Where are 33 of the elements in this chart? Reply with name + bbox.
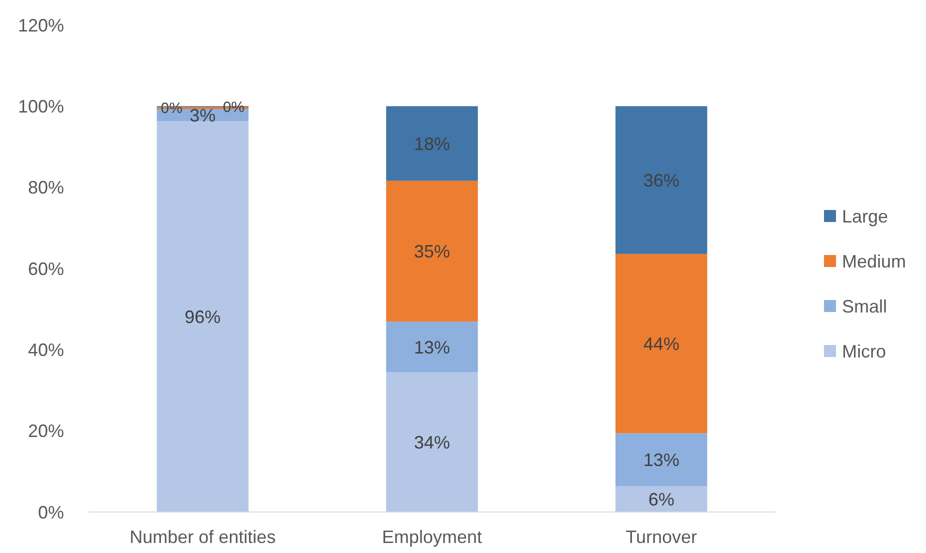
bar (615, 486, 708, 512)
x-tick-label: Employment (382, 527, 482, 547)
data-label: 34% (414, 432, 450, 452)
x-tick-label: Turnover (626, 527, 698, 547)
y-tick-label: 120% (18, 15, 64, 36)
bar (386, 322, 478, 372)
bar (156, 121, 249, 512)
data-label: 13% (643, 450, 680, 470)
data-label: 35% (414, 242, 450, 262)
bar (386, 372, 478, 512)
data-label: 13% (414, 337, 450, 358)
legend-label: Medium (842, 251, 906, 272)
bar (615, 106, 708, 254)
x-tick-label: Number of entities (130, 527, 276, 547)
bar (386, 106, 478, 181)
y-tick-label: 0% (38, 502, 64, 522)
y-tick-label: 100% (18, 96, 64, 116)
y-tick-label: 60% (28, 258, 64, 279)
data-label: 36% (643, 170, 680, 190)
y-tick-label: 80% (28, 178, 64, 198)
legend-label: Large (842, 206, 888, 226)
data-label: 44% (643, 334, 680, 354)
legend-label: Micro (842, 341, 886, 362)
data-label: 3% (190, 105, 216, 126)
bar (615, 254, 708, 434)
y-tick-label: 20% (28, 421, 64, 442)
data-label: 18% (414, 134, 450, 154)
legend-label: Small (842, 296, 888, 316)
data-label: 96% (184, 306, 221, 327)
bar (615, 433, 708, 486)
y-tick-label: 40% (28, 340, 64, 360)
bar (386, 180, 478, 322)
data-label: 6% (648, 489, 674, 510)
